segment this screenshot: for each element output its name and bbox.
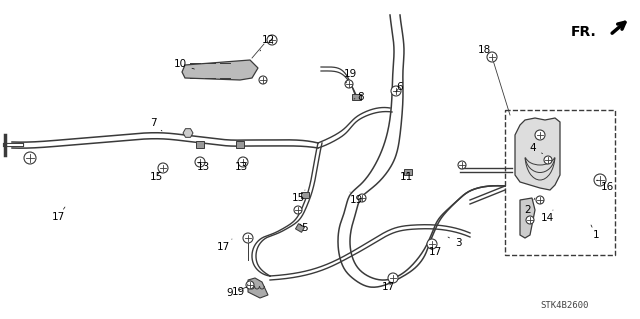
Polygon shape — [183, 129, 193, 137]
Circle shape — [243, 233, 253, 243]
Text: 5: 5 — [300, 223, 307, 233]
Circle shape — [427, 239, 437, 249]
Circle shape — [487, 52, 497, 62]
Circle shape — [158, 163, 168, 173]
Text: 2: 2 — [525, 198, 535, 215]
Circle shape — [195, 157, 205, 167]
Bar — [404, 169, 412, 175]
Circle shape — [594, 174, 606, 186]
Text: 13: 13 — [234, 159, 248, 172]
Bar — [301, 192, 309, 198]
Text: 3: 3 — [448, 237, 461, 248]
Circle shape — [391, 86, 401, 96]
Bar — [505, 110, 615, 255]
Circle shape — [526, 216, 534, 224]
Text: 12: 12 — [260, 35, 275, 51]
Text: 13: 13 — [196, 162, 210, 172]
Text: 1: 1 — [591, 225, 599, 240]
Text: STK4B2600: STK4B2600 — [540, 300, 588, 309]
Circle shape — [259, 76, 267, 84]
Text: 19: 19 — [349, 192, 363, 205]
Text: 7: 7 — [150, 118, 162, 131]
Text: 17: 17 — [381, 282, 395, 292]
Text: 17: 17 — [51, 207, 65, 222]
Bar — [351, 94, 360, 100]
Circle shape — [458, 161, 466, 169]
Bar — [296, 224, 305, 232]
Text: 14: 14 — [540, 210, 554, 223]
Polygon shape — [248, 278, 268, 298]
Text: 6: 6 — [396, 82, 403, 92]
Text: 10: 10 — [173, 59, 195, 69]
Text: 8: 8 — [354, 92, 364, 102]
Circle shape — [24, 152, 36, 164]
Text: 19: 19 — [344, 69, 356, 83]
Polygon shape — [520, 198, 535, 238]
Text: 19: 19 — [232, 284, 248, 297]
Circle shape — [294, 206, 302, 214]
Text: 9: 9 — [227, 287, 248, 298]
Circle shape — [544, 156, 552, 164]
Circle shape — [388, 273, 398, 283]
Circle shape — [345, 80, 353, 88]
Circle shape — [358, 194, 366, 202]
Circle shape — [246, 281, 254, 289]
Text: 18: 18 — [477, 45, 493, 60]
Text: 16: 16 — [597, 180, 614, 192]
Text: 4: 4 — [530, 143, 543, 154]
Text: 11: 11 — [399, 172, 413, 182]
Text: 17: 17 — [428, 247, 442, 257]
Polygon shape — [182, 60, 258, 80]
Text: 15: 15 — [149, 172, 163, 182]
Text: 17: 17 — [216, 239, 232, 252]
Circle shape — [535, 130, 545, 140]
Bar — [196, 140, 204, 147]
Text: 15: 15 — [291, 190, 305, 203]
Polygon shape — [515, 118, 560, 190]
Text: FR.: FR. — [570, 25, 596, 39]
Circle shape — [536, 196, 544, 204]
Circle shape — [267, 35, 277, 45]
Circle shape — [238, 157, 248, 167]
Bar — [236, 140, 244, 147]
